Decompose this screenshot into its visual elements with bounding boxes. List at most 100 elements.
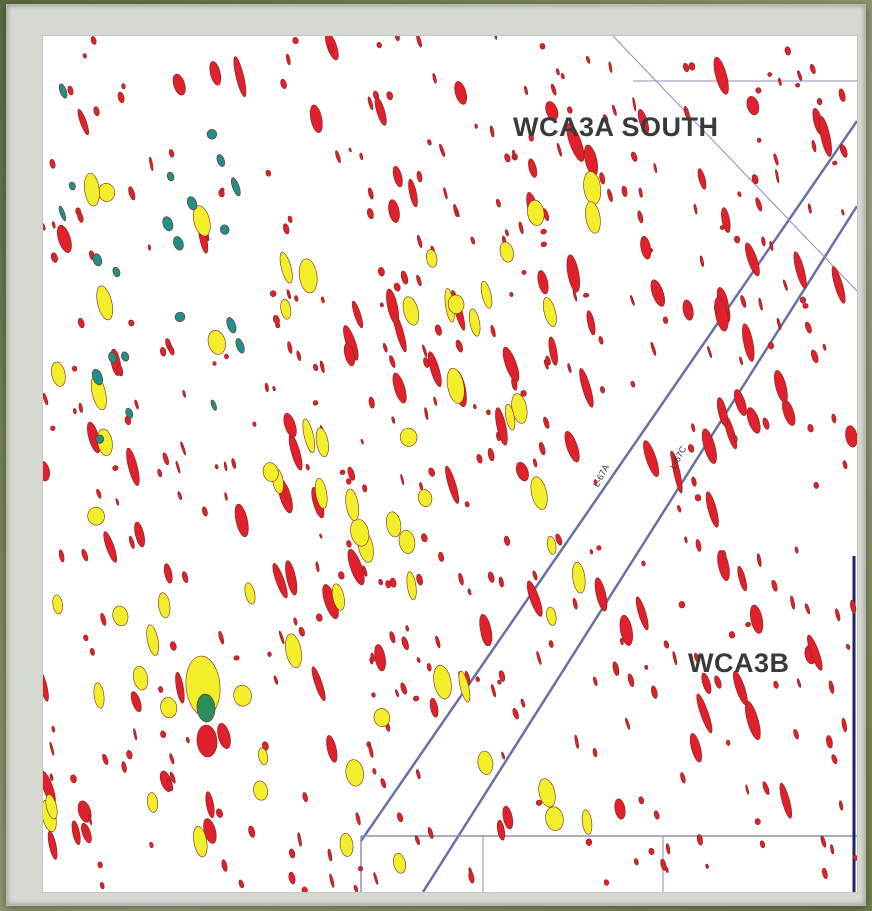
tree-island-red: [831, 754, 838, 765]
tree-island-red: [779, 782, 793, 819]
tree-island-red: [831, 413, 837, 424]
tree-island-red: [416, 769, 421, 780]
tree-island-red: [701, 428, 717, 464]
tree-island-teal: [206, 128, 218, 140]
tree-island-red: [347, 548, 365, 586]
tree-island-red: [737, 565, 747, 592]
tree-island-red: [338, 571, 345, 580]
tree-island-red: [579, 368, 594, 408]
tree-island-yellow: [302, 418, 316, 453]
tree-island-yellow: [93, 682, 105, 709]
tree-island-red: [426, 663, 432, 672]
tree-island-red: [326, 735, 338, 763]
tree-island-red: [412, 695, 420, 702]
tree-island-yellow: [385, 511, 402, 538]
tree-island-red: [641, 560, 646, 567]
tree-island-red: [392, 372, 407, 404]
tree-island-yellow: [426, 249, 438, 268]
tree-island-teal: [230, 177, 241, 197]
tree-island-red: [117, 364, 124, 377]
tree-island-yellow: [417, 489, 433, 508]
tree-island-red: [83, 634, 89, 642]
tree-island-red: [278, 630, 285, 645]
tree-island-red: [494, 36, 498, 40]
tree-island-yellow: [339, 832, 354, 857]
map-graphic: [43, 36, 857, 892]
tree-island-red: [839, 144, 848, 158]
tree-island-yellow: [51, 361, 66, 387]
tree-island-teal: [112, 266, 121, 278]
tree-island-yellow: [393, 853, 406, 874]
tree-island-yellow: [373, 708, 391, 727]
tree-island-red: [714, 675, 722, 689]
tree-island-yellow: [527, 199, 545, 226]
tree-island-red: [133, 728, 137, 741]
tree-island-red: [252, 421, 257, 427]
tree-island-red: [368, 743, 374, 758]
tree-island-red: [536, 651, 542, 665]
tree-island-red: [81, 548, 89, 562]
tree-island-red: [427, 351, 442, 387]
tree-island-red: [362, 565, 368, 577]
tree-island-yellow: [146, 624, 159, 656]
tree-island-red: [464, 501, 470, 508]
tree-island-red: [43, 392, 49, 406]
tree-island-red: [286, 289, 291, 300]
tree-island-yellow: [112, 605, 129, 627]
tree-island-red: [716, 397, 729, 427]
tree-island-red: [218, 189, 225, 198]
tree-island-red: [77, 211, 84, 223]
tree-island-yellow: [447, 294, 465, 314]
tree-island-red: [292, 37, 299, 45]
tree-island-red: [771, 579, 778, 592]
tree-island-red: [389, 631, 396, 644]
tree-island-yellow: [96, 285, 113, 321]
tree-island-red: [346, 478, 352, 485]
tree-island-red: [593, 479, 598, 485]
tree-island-red: [807, 203, 812, 214]
tree-island-red: [761, 236, 766, 247]
tree-island-red: [621, 185, 628, 197]
tree-island-red: [533, 458, 538, 468]
tree-island-red: [408, 178, 418, 208]
tree-island-red: [182, 390, 187, 398]
tree-island-yellow: [345, 759, 364, 787]
tree-island-red: [315, 561, 320, 573]
tree-island-red: [677, 505, 682, 513]
tree-island-yellow: [160, 697, 178, 719]
tree-island-red: [115, 498, 120, 506]
tree-island-red: [490, 325, 496, 338]
tree-island-red: [400, 473, 405, 486]
tree-island-red: [205, 791, 215, 819]
tree-island-red: [592, 747, 598, 758]
tree-island-yellow: [402, 296, 420, 326]
tree-island-red: [701, 672, 712, 694]
tree-island-red: [443, 187, 448, 200]
tree-island-red: [619, 637, 624, 646]
tree-island-red: [693, 203, 698, 215]
tree-island-red: [845, 425, 857, 448]
tree-island-red: [687, 444, 695, 453]
tree-island-red: [520, 390, 527, 397]
tree-island-red: [556, 142, 562, 157]
tree-island-red: [435, 635, 441, 649]
tree-island-red: [427, 139, 432, 146]
tree-island-red: [625, 717, 631, 730]
tree-island-red: [166, 778, 174, 792]
tree-island-red: [214, 464, 219, 470]
tree-island-red: [699, 255, 704, 267]
tree-island-red: [347, 466, 356, 481]
tree-island-red: [721, 207, 731, 233]
tree-island-red: [476, 454, 483, 464]
tree-island-red: [294, 295, 299, 302]
tree-island-red: [651, 685, 658, 699]
tree-island-red: [468, 871, 475, 884]
tree-island-red: [72, 408, 77, 415]
tree-island-red: [158, 686, 164, 693]
tree-island-red: [400, 270, 409, 285]
tree-island-red: [653, 162, 658, 174]
tree-island-red: [778, 77, 782, 87]
tree-island-red: [329, 873, 335, 888]
tree-island-red: [374, 96, 387, 126]
tree-island-red: [261, 741, 269, 751]
